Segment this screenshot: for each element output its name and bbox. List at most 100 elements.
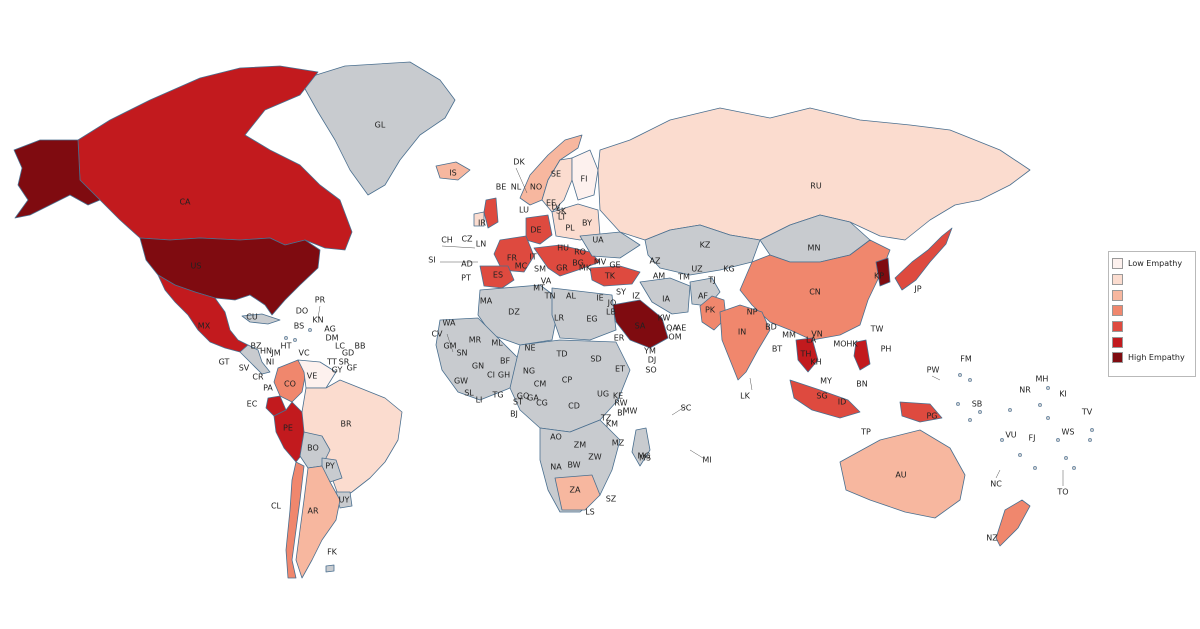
label-bz: BZ [251,342,262,351]
label-tz: TZ [600,414,612,423]
label-it: IT [529,253,536,262]
country-new-zealand[interactable] [995,499,1031,547]
label-lb: LB [606,308,616,317]
label-pa: PA [263,384,273,393]
country-norway[interactable] [519,134,583,206]
label-nl: NL [511,183,522,192]
country-egypt-libya[interactable] [551,287,617,341]
country-thailand[interactable] [795,337,819,373]
country-falklands[interactable] [325,564,335,573]
island-dot [978,410,982,414]
country-west-africa[interactable] [435,317,521,401]
country-italy-balkans[interactable] [533,244,601,277]
label-au: AU [895,471,906,480]
country-iran[interactable] [639,277,691,315]
label-kg: KG [723,265,734,274]
country-philippines[interactable] [853,339,871,371]
label-sl: SL [464,389,474,398]
label-in: IN [738,328,746,337]
label-lt: LT [558,213,566,222]
label-za: ZA [570,486,581,495]
label-ug: UG [597,390,609,399]
label-ag: AG [324,325,336,334]
label-tk: TK [604,272,616,281]
label-lk: LK [740,392,750,401]
country-algeria[interactable] [477,284,561,346]
label-sb: SB [972,400,983,409]
label-nc: NC [990,480,1002,489]
label-cz: CZ [461,235,473,244]
country-indonesia[interactable] [789,379,861,419]
label-bo: BO [307,444,319,453]
country-spain[interactable] [479,265,515,289]
label-cl: CL [271,502,282,511]
country-argentina[interactable] [295,465,341,579]
leader-line [995,469,1001,479]
label-gn: GN [472,362,484,371]
label-vc: VC [298,349,309,358]
country-central-america[interactable] [239,344,271,375]
label-uy: UY [339,496,350,505]
label-gf: GF [347,364,358,373]
legend: Low Empathy High Empathy [1108,251,1196,377]
label-ru: RU [810,182,822,191]
label-cr: CR [252,373,264,382]
country-alaska[interactable] [13,139,101,219]
label-jp: JP [913,285,921,294]
label-fi: FI [581,175,588,184]
country-cuba[interactable] [241,313,281,325]
country-south-africa[interactable] [554,474,601,511]
country-ireland[interactable] [473,211,485,227]
country-ukraine[interactable] [579,231,641,259]
country-labels: GL CA US MX CU BR AR CL PE CO VE EC BO PY UY FK IS NO SE FI… [179,121,1092,557]
label-es: ES [493,271,503,280]
label-pw: PW [927,366,940,375]
leader-lines [317,167,1064,486]
island-dot [308,328,312,332]
label-ar: AR [307,507,318,516]
label-lu: LU [519,206,529,215]
country-central-africa[interactable] [509,339,631,433]
legend-swatch [1112,258,1123,270]
country-turkey[interactable] [589,265,641,287]
country-australia[interactable] [839,429,966,519]
island-dot [958,373,962,377]
country-usa[interactable] [139,237,321,316]
country-finland[interactable] [571,149,599,201]
country-india[interactable] [719,304,771,381]
country-korea[interactable] [875,257,891,287]
country-uk[interactable] [483,197,499,229]
label-zw: ZW [588,453,601,462]
island-dot [968,418,972,422]
label-td: TD [555,350,567,359]
country-papua-new-guinea[interactable] [899,401,943,423]
label-id: ID [838,398,847,407]
label-no: NO [530,183,542,192]
label-so: SO [645,366,656,375]
legend-label: Low Empathy [1128,259,1183,269]
country-chile[interactable] [285,461,305,579]
country-iceland[interactable] [435,161,471,181]
country-france[interactable] [493,235,535,273]
label-ms: MS [639,454,651,463]
label-bg: BG [572,259,584,268]
label-am: AM [653,272,665,281]
label-fm: FM [960,355,972,364]
label-by: BY [582,219,592,228]
legend-item [1112,303,1192,319]
label-mw: MW [623,407,638,416]
label-ge: GE [609,261,620,270]
label-sy: SY [616,288,626,297]
label-co: CO [284,380,296,389]
label-gw: GW [454,377,468,386]
country-greenland[interactable] [299,61,456,196]
country-madagascar[interactable] [631,427,651,467]
country-japan[interactable] [894,227,953,291]
label-gy: GY [332,366,343,375]
country-saudi-arabia[interactable] [611,299,669,349]
island-dot [1064,456,1068,460]
label-tt: TT [326,358,337,367]
label-mn: MN [808,244,821,253]
label-ln: LN [476,240,486,249]
